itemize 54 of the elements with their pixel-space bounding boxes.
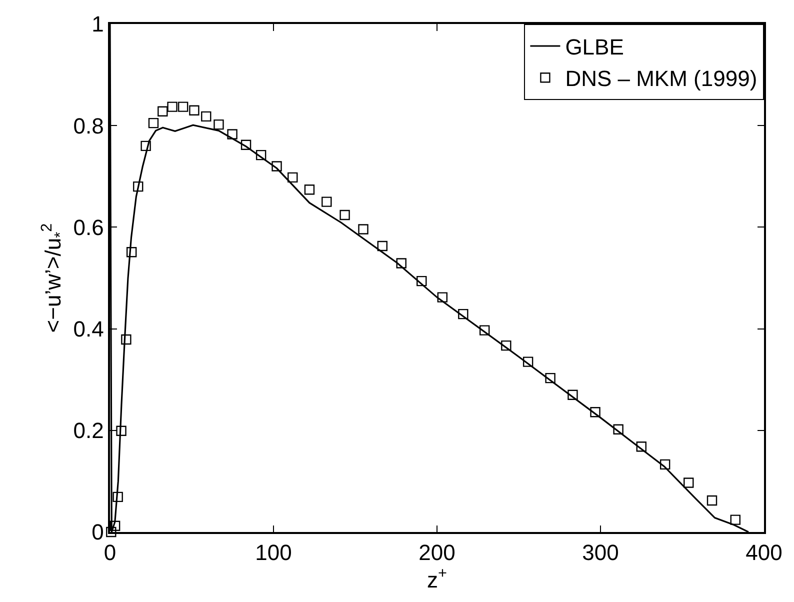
point [458,308,468,320]
point [148,118,159,128]
point [501,340,512,351]
point [201,111,212,122]
point [416,276,427,286]
point [140,140,151,152]
point [358,224,368,234]
point [322,196,332,207]
point [240,140,252,150]
point [288,172,298,183]
y-tick-label: 0 [92,520,104,545]
point [256,150,266,160]
point [522,356,534,367]
point [377,240,388,252]
point [479,325,490,336]
y-tick-label: 0.2 [73,418,104,444]
y-tick-label: 1 [92,12,104,37]
x-axis-title: z$^{+}$ [427,565,447,592]
point [167,102,178,112]
point [568,390,578,400]
point [110,520,120,531]
point [133,181,144,192]
point [304,184,315,195]
legend-label: DNS – MKM (1999) [565,66,758,92]
point [116,426,126,436]
point [178,102,188,112]
x-tick-label: 300 [582,540,619,566]
point [272,161,282,172]
point [590,407,600,418]
point [636,442,646,452]
y-tick-label: 0.4 [73,316,104,342]
x-tick-label: 100 [255,540,292,566]
point [112,492,123,502]
x-tick-label: 400 [746,540,782,566]
point [227,129,238,140]
point [684,478,694,488]
point [340,210,350,220]
y-tick-label: 0.6 [73,214,104,240]
point [121,334,132,345]
y-tick-label: 0.8 [73,113,104,138]
point [730,514,740,525]
point [126,246,137,258]
point [660,459,670,470]
point [396,258,406,268]
point [437,292,448,302]
point [214,119,224,130]
x-tick-label: 200 [418,540,456,566]
point [613,424,624,434]
point [158,106,168,116]
point [189,105,200,116]
point [545,372,556,384]
legend-label: GLBE [565,34,624,60]
point [706,495,718,506]
point [106,526,116,538]
